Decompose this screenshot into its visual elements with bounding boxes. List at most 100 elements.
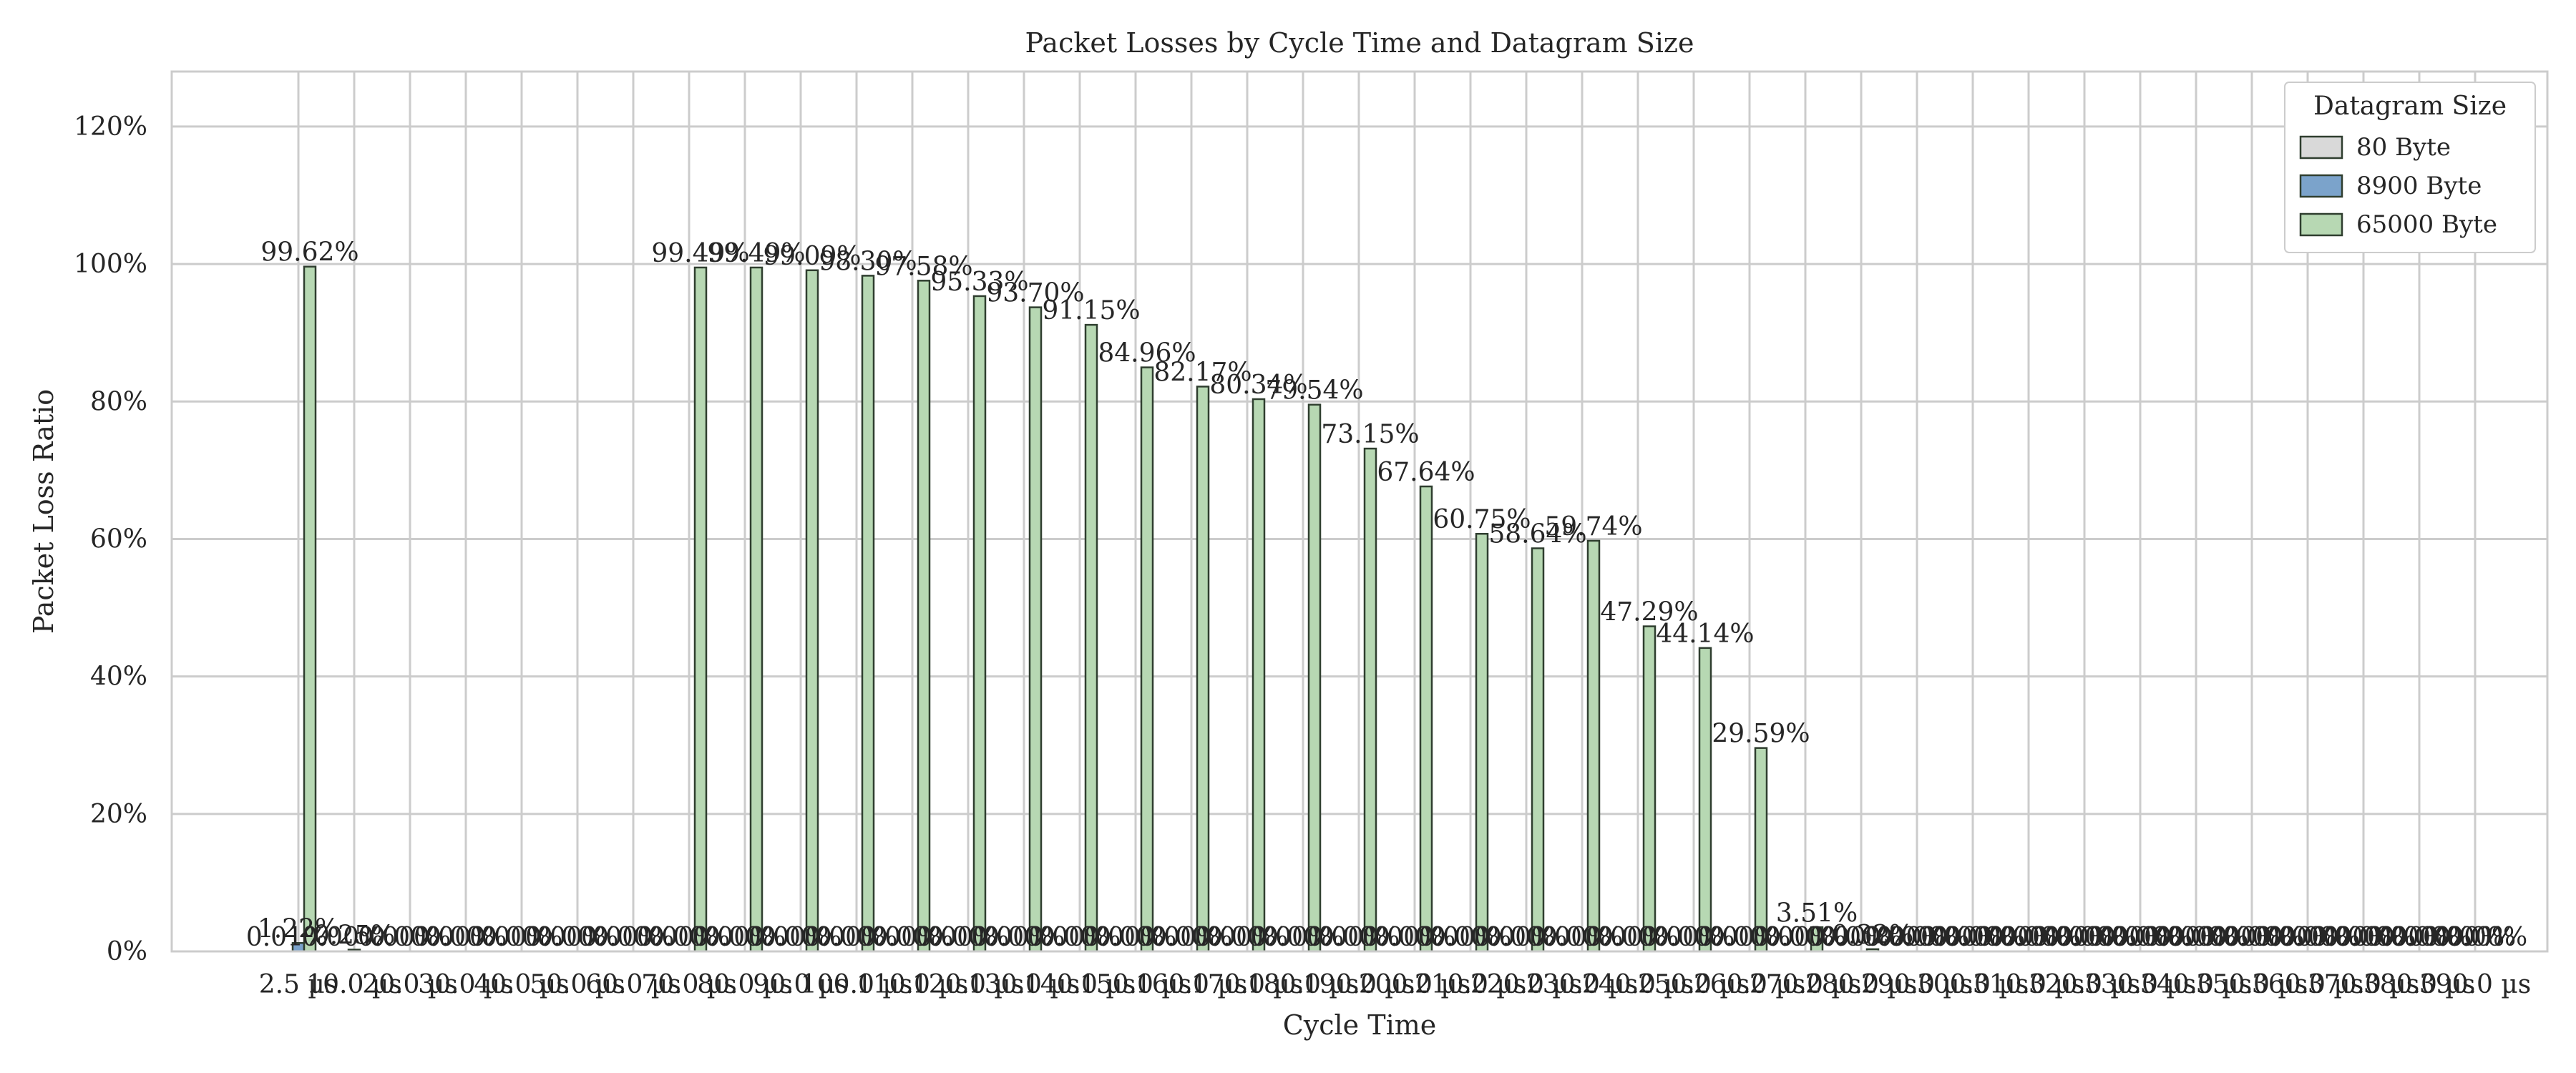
bar xyxy=(805,269,819,953)
data-label: 0.00% xyxy=(1765,923,1846,952)
data-label: 0.00% xyxy=(1586,923,1667,952)
data-label: 0.00% xyxy=(2167,923,2248,952)
x-tick-label: 50.0 µs xyxy=(530,970,625,999)
bar xyxy=(303,265,317,953)
data-label: 0.00% xyxy=(525,923,607,952)
data-label: 99.62% xyxy=(260,238,358,268)
data-label: 95.33% xyxy=(930,268,1028,297)
data-label: 1.22% xyxy=(258,914,339,944)
x-tick-label: 130.0 µs xyxy=(968,970,1080,999)
y-tick-label: 100% xyxy=(74,250,147,279)
data-label: 0.00% xyxy=(2111,923,2192,952)
data-label: 0.00% xyxy=(1083,923,1165,952)
x-tick-label: 20.0 µs xyxy=(362,970,457,999)
data-label: 0.00% xyxy=(1597,923,1679,952)
x-tick-label: 270.0 µs xyxy=(1750,970,1861,999)
x-tick-label: 260.0 µs xyxy=(1694,970,1805,999)
x-axis-title: Cycle Time xyxy=(1283,1009,1437,1041)
x-tick-label: 180.0 µs xyxy=(1247,970,1359,999)
data-label: 29.59% xyxy=(1712,720,1810,749)
y-axis-title: Packet Loss Ratio xyxy=(28,389,59,634)
x-tick-label: 160.0 µs xyxy=(1136,970,1247,999)
x-tick-label: 200.0 µs xyxy=(1359,970,1470,999)
bar xyxy=(1363,447,1377,953)
data-label: 0.00% xyxy=(469,923,551,952)
data-label: 0.00% xyxy=(1988,923,2069,952)
bar xyxy=(1084,323,1098,953)
bar xyxy=(1531,547,1545,953)
data-label: 0.00% xyxy=(2434,923,2516,952)
bar xyxy=(1140,366,1154,953)
data-label: 0.00% xyxy=(1976,923,2058,952)
data-label: 0.00% xyxy=(581,923,663,952)
data-label: 0.00% xyxy=(1195,923,1277,952)
data-label: 93.70% xyxy=(986,279,1084,308)
y-tick-label: 0% xyxy=(107,937,147,966)
data-label: 0.00% xyxy=(2044,923,2125,952)
data-label: 0.00% xyxy=(2088,923,2170,952)
bar xyxy=(1196,386,1210,953)
data-label: 0.00% xyxy=(2379,923,2460,952)
legend-swatch xyxy=(2299,174,2343,198)
x-tick-label: 370.0 µs xyxy=(2308,970,2419,999)
data-label: 3.51% xyxy=(1776,898,1858,928)
x-tick-label: 280.0 µs xyxy=(1805,970,1917,999)
x-tick-label: 380.0 µs xyxy=(2363,970,2475,999)
bar xyxy=(1307,403,1322,953)
data-label: 0.00% xyxy=(760,923,841,952)
x-tick-label: 10.0 µs xyxy=(306,970,401,999)
data-label: 0.00% xyxy=(1262,923,1344,952)
data-label: 0.25% xyxy=(313,921,395,951)
data-label: 0.00% xyxy=(804,923,886,952)
bar xyxy=(693,266,708,953)
legend-label: 65000 Byte xyxy=(2356,210,2497,239)
bar xyxy=(1028,306,1043,953)
data-label: 0.00% xyxy=(2423,923,2504,952)
data-label: 0.00% xyxy=(1753,923,1835,952)
bar xyxy=(1698,647,1712,953)
data-label: 0.00% xyxy=(2055,923,2137,952)
data-label: 0.00% xyxy=(860,923,942,952)
x-tick-label: 90.0 µs xyxy=(753,970,848,999)
data-label: 0.00% xyxy=(2390,923,2472,952)
data-label: 97.58% xyxy=(874,252,972,281)
x-tick-label: 2.5 µs xyxy=(259,970,338,999)
legend-label: 80 Byte xyxy=(2356,133,2451,162)
chart-title: Packet Losses by Cycle Time and Datagram… xyxy=(1025,27,1694,59)
data-label: 0.00% xyxy=(1530,923,1611,952)
bar xyxy=(1252,398,1266,953)
data-label: 0.00% xyxy=(1028,923,1109,952)
data-label: 0.00% xyxy=(2144,923,2225,952)
data-label: 0.00% xyxy=(1418,923,1500,952)
data-label: 0.00% xyxy=(1541,923,1623,952)
plot-frame xyxy=(170,70,2549,953)
data-label: 0.00% xyxy=(2334,923,2416,952)
data-label: 0.00% xyxy=(2255,923,2337,952)
data-label: 99.09% xyxy=(763,242,861,271)
data-label: 0.00% xyxy=(693,923,774,952)
data-label: 0.00% xyxy=(748,923,830,952)
grid xyxy=(172,72,2547,953)
y-tick-label: 80% xyxy=(90,387,147,416)
data-label: 0.00% xyxy=(2211,923,2293,952)
data-label: 0.00% xyxy=(2223,923,2304,952)
data-label: 58.64% xyxy=(1488,520,1586,549)
data-label: 0.00% xyxy=(537,923,618,952)
x-tick-label: 330.0 µs xyxy=(2084,970,2196,999)
data-label: 0.00% xyxy=(1943,923,2025,952)
data-label: 0.00% xyxy=(1430,923,1511,952)
x-tick-label: 170.0 µs xyxy=(1191,970,1303,999)
data-label: 0.00% xyxy=(1485,923,1567,952)
data-label: 0.00% xyxy=(816,923,897,952)
data-label: 0.01% xyxy=(246,923,328,952)
data-label: 0.00% xyxy=(1865,923,1946,952)
data-label: 0.00% xyxy=(2367,923,2449,952)
x-tick-label: 100.0 µs xyxy=(801,970,912,999)
x-tick-label: 340.0 µs xyxy=(2140,970,2252,999)
data-label: 59.74% xyxy=(1544,512,1642,542)
x-tick-label: 300.0 µs xyxy=(1917,970,2029,999)
y-tick-label: 40% xyxy=(90,662,147,692)
x-tick-label: 190.0 µs xyxy=(1303,970,1415,999)
data-label: 0.00% xyxy=(927,923,1009,952)
